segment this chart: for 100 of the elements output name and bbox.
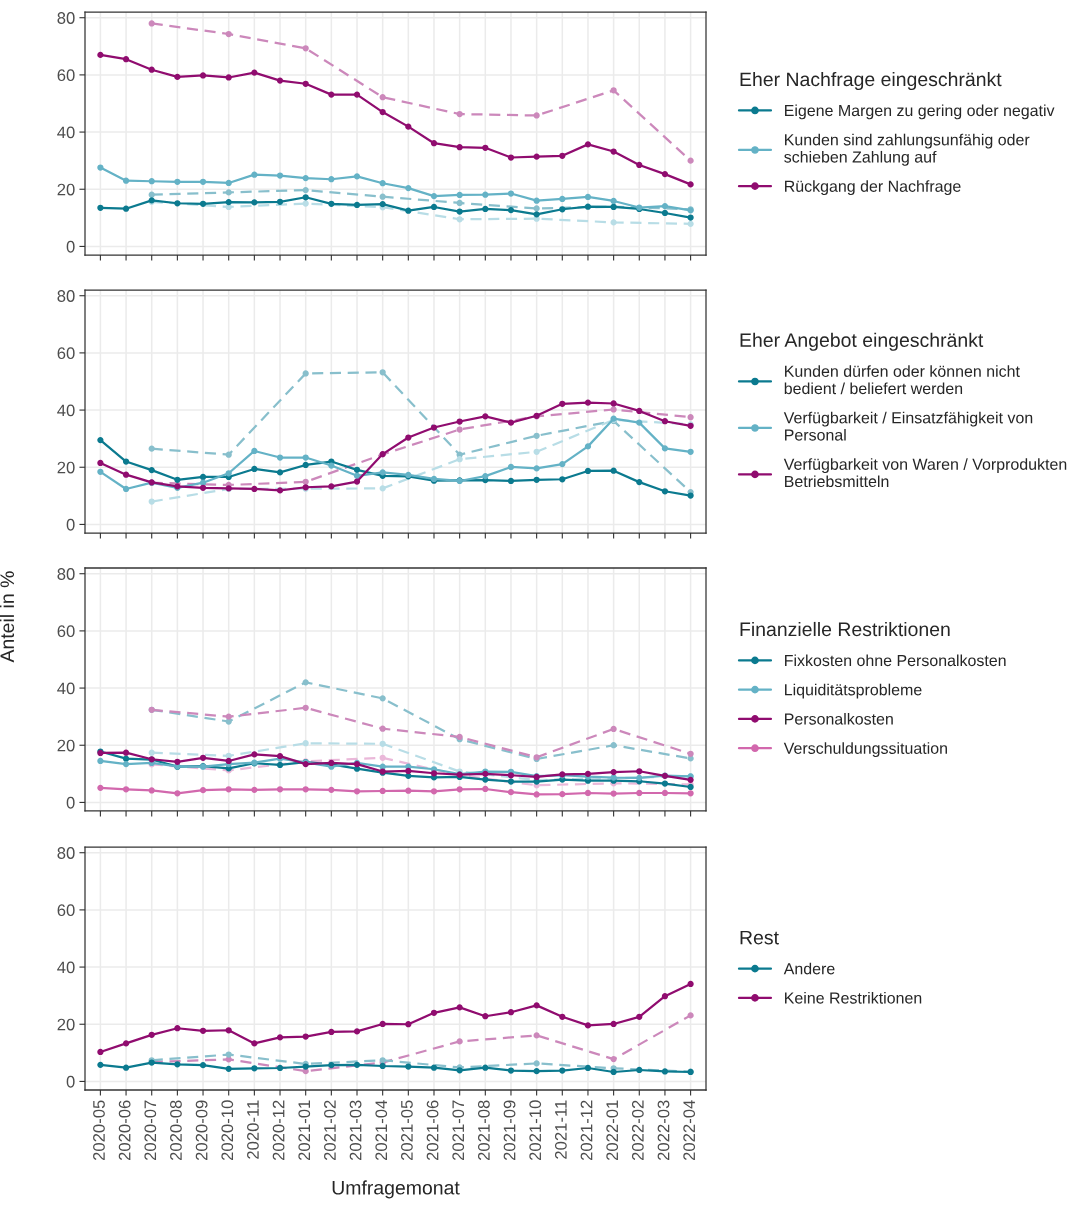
point (225, 198, 232, 206)
point (251, 1040, 258, 1047)
point (251, 199, 258, 206)
point (379, 94, 386, 101)
x-tick-label: 2021-08 (477, 1100, 490, 1161)
legend-title: Eher Nachfrage eingeschränkt (740, 71, 1002, 91)
point (482, 205, 489, 213)
point (251, 786, 258, 793)
point (276, 454, 284, 461)
point (559, 195, 566, 203)
point (661, 445, 669, 452)
y-tick-label: 60 (57, 904, 75, 917)
x-tick-label: 2022-03 (657, 1100, 670, 1161)
point (148, 1031, 155, 1038)
x-tick-label: 2021-02 (324, 1100, 336, 1161)
y-axis-title: Anteil in % (0, 571, 15, 663)
legend-title: Finanzielle Restriktionen (740, 621, 950, 637)
point (225, 470, 232, 477)
point (636, 1066, 643, 1074)
point (276, 198, 284, 205)
point (251, 751, 258, 758)
point (584, 789, 592, 797)
point (687, 448, 694, 455)
point (379, 193, 386, 200)
point (148, 749, 155, 756)
point (482, 776, 489, 783)
point (199, 473, 207, 481)
point (456, 426, 463, 433)
legend-label: Eigene Margen zu gering oder negativ (785, 104, 1055, 120)
point (507, 419, 515, 426)
point (610, 406, 617, 413)
point (687, 790, 694, 797)
x-tick-label: 2021-10 (529, 1100, 542, 1161)
point (456, 1004, 463, 1011)
point (225, 189, 232, 196)
point (405, 1063, 412, 1070)
point (148, 178, 155, 185)
point (405, 1021, 412, 1028)
point (122, 749, 130, 756)
point (456, 1038, 463, 1045)
point (687, 157, 694, 164)
point (636, 789, 643, 797)
point (430, 1064, 438, 1071)
point (636, 419, 643, 426)
point (174, 790, 181, 797)
point (148, 445, 155, 452)
point (687, 980, 694, 988)
point (225, 713, 232, 720)
point (122, 56, 130, 63)
point (507, 477, 515, 485)
point (636, 768, 643, 775)
point (610, 197, 617, 205)
point (559, 400, 566, 407)
point (559, 476, 566, 483)
point (302, 461, 309, 469)
point (97, 459, 104, 467)
point (456, 456, 463, 463)
point (276, 487, 284, 494)
y-tick-label: 60 (57, 625, 75, 638)
point (533, 476, 540, 483)
point (251, 465, 258, 473)
point (636, 407, 643, 415)
x-tick-label: 2020-09 (195, 1100, 208, 1161)
point (148, 20, 155, 27)
point (174, 1025, 181, 1032)
point (533, 197, 540, 204)
point (97, 757, 104, 765)
y-tick-label: 60 (57, 347, 75, 360)
point (302, 370, 309, 377)
point (584, 1064, 592, 1072)
point (97, 436, 104, 444)
point (302, 194, 309, 201)
x-tick-label: 2020-07 (144, 1100, 157, 1161)
point (328, 200, 335, 207)
point (353, 788, 361, 795)
point (148, 787, 155, 794)
point (405, 123, 412, 130)
point (199, 787, 207, 794)
legend-title: Rest (740, 930, 779, 945)
point (174, 200, 181, 207)
point (533, 1032, 540, 1039)
point (302, 454, 309, 461)
x-tick-label: 2020-05 (93, 1100, 105, 1161)
point (687, 214, 694, 221)
point (353, 91, 361, 98)
x-tick-label: 2022-04 (683, 1100, 696, 1161)
point (405, 787, 412, 794)
legend-label: Personalkosten (785, 712, 893, 725)
point (199, 200, 207, 207)
point (610, 400, 617, 407)
point (251, 69, 258, 76)
point (533, 1068, 540, 1075)
point (379, 787, 386, 795)
point (225, 1051, 232, 1058)
point (328, 91, 335, 98)
legend-label: Verfügbarkeit von Waren / Vorprodukten Betriebsmitteln (783, 458, 1067, 488)
point (251, 171, 258, 178)
point (225, 757, 232, 765)
point (456, 199, 463, 207)
point (636, 161, 643, 169)
